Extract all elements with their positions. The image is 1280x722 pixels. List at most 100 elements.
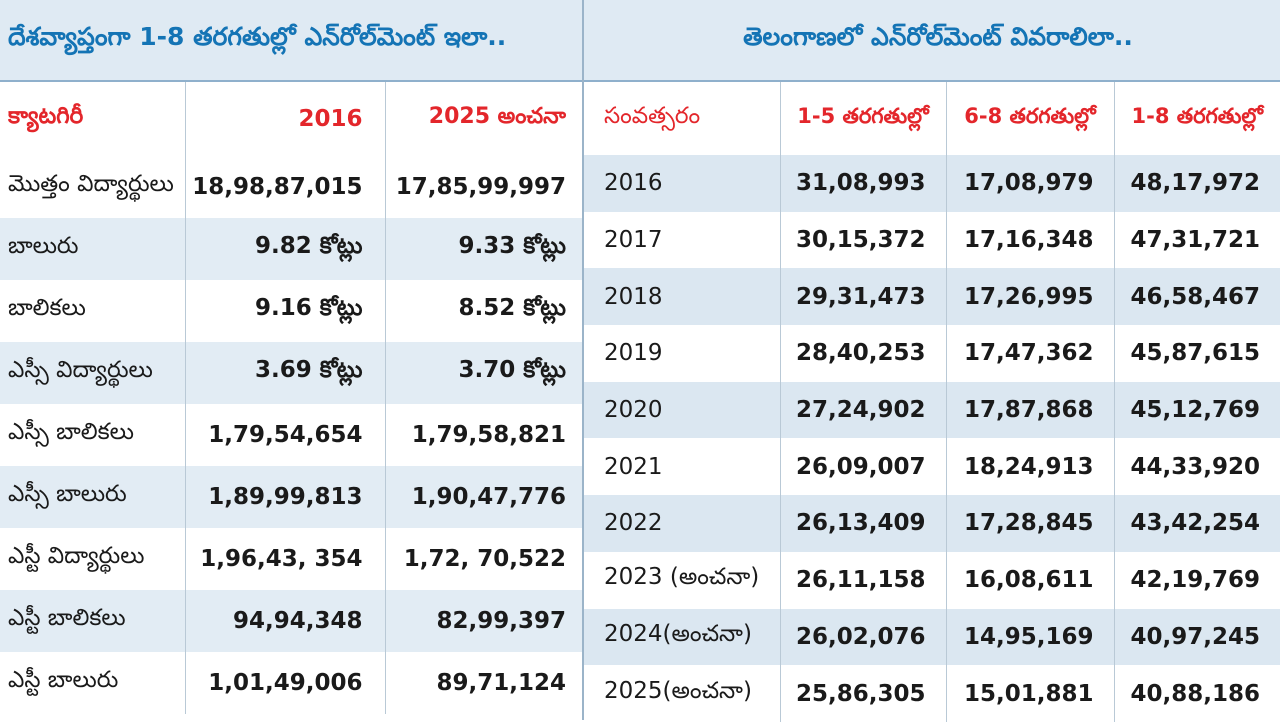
class-1-8-cell: 43,42,254 <box>1114 495 1280 552</box>
class-6-8-cell: 16,08,611 <box>946 551 1115 609</box>
class-1-5-cell: 28,40,253 <box>780 325 947 382</box>
table-row: 2019 28,40,253 17,47,362 45,87,615 <box>584 325 1280 382</box>
table-header-row: క్యాటగిరీ 2016 2025 అంచనా <box>0 82 582 156</box>
category-cell: ఎస్సీ బాలికలు <box>0 404 186 466</box>
class-1-5-cell: 26,09,007 <box>780 438 947 496</box>
value-2016-cell: 9.82 కోట్లు <box>185 218 386 280</box>
year-cell: 2023 (అంచనా) <box>584 551 781 609</box>
column-header-2016: 2016 <box>185 82 386 156</box>
table-row: 2021 26,09,007 18,24,913 44,33,920 <box>584 438 1280 496</box>
class-1-5-cell: 27,24,902 <box>780 381 947 439</box>
telangana-enrollment-title: తెలంగాణలో ఎన్‌రోల్‌మెంట్ వివరాలిలా.. <box>584 0 1280 82</box>
class-6-8-cell: 15,01,881 <box>946 665 1115 722</box>
table-row: బాలికలు 9.16 కోట్లు 8.52 కోట్లు <box>0 280 582 342</box>
category-cell: ఎస్టీ బాలికలు <box>0 590 186 652</box>
year-cell: 2020 <box>584 381 781 439</box>
national-enrollment-panel: దేశవ్యాప్తంగా 1-8 తరగతుల్లో ఎన్‌రోల్‌మెం… <box>0 0 582 720</box>
class-6-8-cell: 17,26,995 <box>946 268 1115 326</box>
value-2025-cell: 8.52 కోట్లు <box>458 295 566 321</box>
national-enrollment-title: దేశవ్యాప్తంగా 1-8 తరగతుల్లో ఎన్‌రోల్‌మెం… <box>0 0 582 82</box>
table-row: 2022 26,13,409 17,28,845 43,42,254 <box>584 495 1280 552</box>
value-2016-cell: 1,79,54,654 <box>185 404 386 466</box>
table-row: ఎస్టీ బాలురు 1,01,49,006 89,71,124 <box>0 652 582 714</box>
table-row: ఎస్సీ బాలికలు 1,79,54,654 1,79,58,821 <box>0 404 582 466</box>
table-row: ఎస్సీ విద్యార్థులు 3.69 కోట్లు 3.70 కోట్… <box>0 342 582 404</box>
column-header-class-1-5: 1-5 తరగతుల్లో <box>780 82 947 155</box>
class-1-5-cell: 26,11,158 <box>780 551 947 609</box>
class-1-8-cell: 46,58,467 <box>1114 268 1280 326</box>
table-header-row: సంవత్సరం 1-5 తరగతుల్లో 6-8 తరగతుల్లో 1-8… <box>584 82 1280 155</box>
year-cell: 2025(అంచనా) <box>584 665 781 722</box>
class-1-5-cell: 25,86,305 <box>780 665 947 722</box>
class-1-5-cell: 26,13,409 <box>780 495 947 552</box>
table-row: 2023 (అంచనా) 26,11,158 16,08,611 42,19,7… <box>584 551 1280 609</box>
value-2025-cell: 89,71,124 <box>436 670 567 696</box>
category-cell: బాలికలు <box>0 280 186 342</box>
telangana-enrollment-table: సంవత్సరం 1-5 తరగతుల్లో 6-8 తరగతుల్లో 1-8… <box>584 82 1280 722</box>
column-header-year: సంవత్సరం <box>584 82 781 155</box>
class-6-8-cell: 14,95,169 <box>946 608 1115 666</box>
class-6-8-cell: 17,28,845 <box>946 495 1115 552</box>
value-2016-cell: 1,89,99,813 <box>185 466 386 528</box>
category-cell: బాలురు <box>0 218 186 280</box>
value-2025-cell: 1,79,58,821 <box>411 422 566 448</box>
value-2025-cell: 1,72, 70,522 <box>403 546 566 572</box>
table-row: 2016 31,08,993 17,08,979 48,17,972 <box>584 155 1280 212</box>
value-2025-cell: 9.33 కోట్లు <box>385 218 582 280</box>
table-row: ఎస్టీ విద్యార్థులు 1,96,43, 354 1,72, 70… <box>0 528 582 590</box>
class-1-8-cell: 40,97,245 <box>1114 608 1280 666</box>
value-2016-cell: 3.69 కోట్లు <box>185 342 386 404</box>
class-1-5-cell: 29,31,473 <box>780 268 947 326</box>
class-1-8-cell: 40,88,186 <box>1130 680 1261 707</box>
value-2016-cell: 1,01,49,006 <box>185 652 386 714</box>
class-6-8-cell: 17,16,348 <box>946 211 1115 269</box>
national-enrollment-table: క్యాటగిరీ 2016 2025 అంచనా మొత్తం విద్యార… <box>0 82 582 714</box>
class-1-8-cell: 42,19,769 <box>1130 567 1261 594</box>
table-row: 2017 30,15,372 17,16,348 47,31,721 <box>584 211 1280 269</box>
category-cell: మొత్తం విద్యార్థులు <box>0 156 186 218</box>
class-6-8-cell: 17,87,868 <box>946 381 1115 439</box>
column-header-class-6-8: 6-8 తరగతుల్లో <box>946 82 1115 155</box>
category-cell: ఎస్సీ బాలురు <box>0 466 186 528</box>
class-1-5-cell: 30,15,372 <box>780 211 947 269</box>
year-cell: 2021 <box>584 438 781 496</box>
class-6-8-cell: 17,08,979 <box>946 155 1115 212</box>
value-2016-cell: 94,94,348 <box>185 590 386 652</box>
table-row: ఎస్టీ బాలికలు 94,94,348 82,99,397 <box>0 590 582 652</box>
category-cell: ఎస్సీ విద్యార్థులు <box>0 342 186 404</box>
category-cell: ఎస్టీ బాలురు <box>0 652 186 714</box>
table-row: బాలురు 9.82 కోట్లు 9.33 కోట్లు <box>0 218 582 280</box>
column-header-2025-estimate: 2025 అంచనా <box>385 82 582 156</box>
value-2016-cell: 9.16 కోట్లు <box>185 280 386 342</box>
table-row: ఎస్సీ బాలురు 1,89,99,813 1,90,47,776 <box>0 466 582 528</box>
year-cell: 2022 <box>584 495 781 552</box>
class-1-8-cell: 45,12,769 <box>1114 381 1280 439</box>
value-2025-cell: 1,90,47,776 <box>385 466 582 528</box>
class-1-8-cell: 47,31,721 <box>1130 227 1261 254</box>
table-row: 2018 29,31,473 17,26,995 46,58,467 <box>584 268 1280 326</box>
column-header-class-1-8: 1-8 తరగతుల్లో <box>1114 82 1280 155</box>
value-2016-cell: 1,96,43, 354 <box>185 528 386 590</box>
class-1-8-cell: 44,33,920 <box>1130 453 1261 480</box>
class-1-5-cell: 26,02,076 <box>780 608 947 666</box>
year-cell: 2016 <box>584 155 781 212</box>
value-2025-cell: 3.70 కోట్లు <box>385 342 582 404</box>
telangana-enrollment-panel: తెలంగాణలో ఎన్‌రోల్‌మెంట్ వివరాలిలా.. సంవ… <box>582 0 1280 722</box>
year-cell: 2018 <box>584 268 781 326</box>
class-6-8-cell: 18,24,913 <box>946 438 1115 496</box>
table-row: మొత్తం విద్యార్థులు 18,98,87,015 17,85,9… <box>0 156 582 218</box>
class-1-8-cell: 48,17,972 <box>1114 155 1280 212</box>
year-cell: 2017 <box>584 211 781 269</box>
class-1-5-cell: 31,08,993 <box>780 155 947 212</box>
class-6-8-cell: 17,47,362 <box>946 325 1115 382</box>
year-cell: 2024(అంచనా) <box>584 608 781 666</box>
table-row: 2025(అంచనా) 25,86,305 15,01,881 40,88,18… <box>584 665 1280 722</box>
value-2025-cell: 82,99,397 <box>385 590 582 652</box>
table-row: 2024(అంచనా) 26,02,076 14,95,169 40,97,24… <box>584 608 1280 666</box>
year-cell: 2019 <box>584 325 781 382</box>
category-cell: ఎస్టీ విద్యార్థులు <box>0 528 186 590</box>
class-1-8-cell: 45,87,615 <box>1130 340 1261 367</box>
column-header-category: క్యాటగిరీ <box>0 82 186 156</box>
value-2025-cell: 17,85,99,997 <box>395 174 566 200</box>
table-row: 2020 27,24,902 17,87,868 45,12,769 <box>584 381 1280 439</box>
